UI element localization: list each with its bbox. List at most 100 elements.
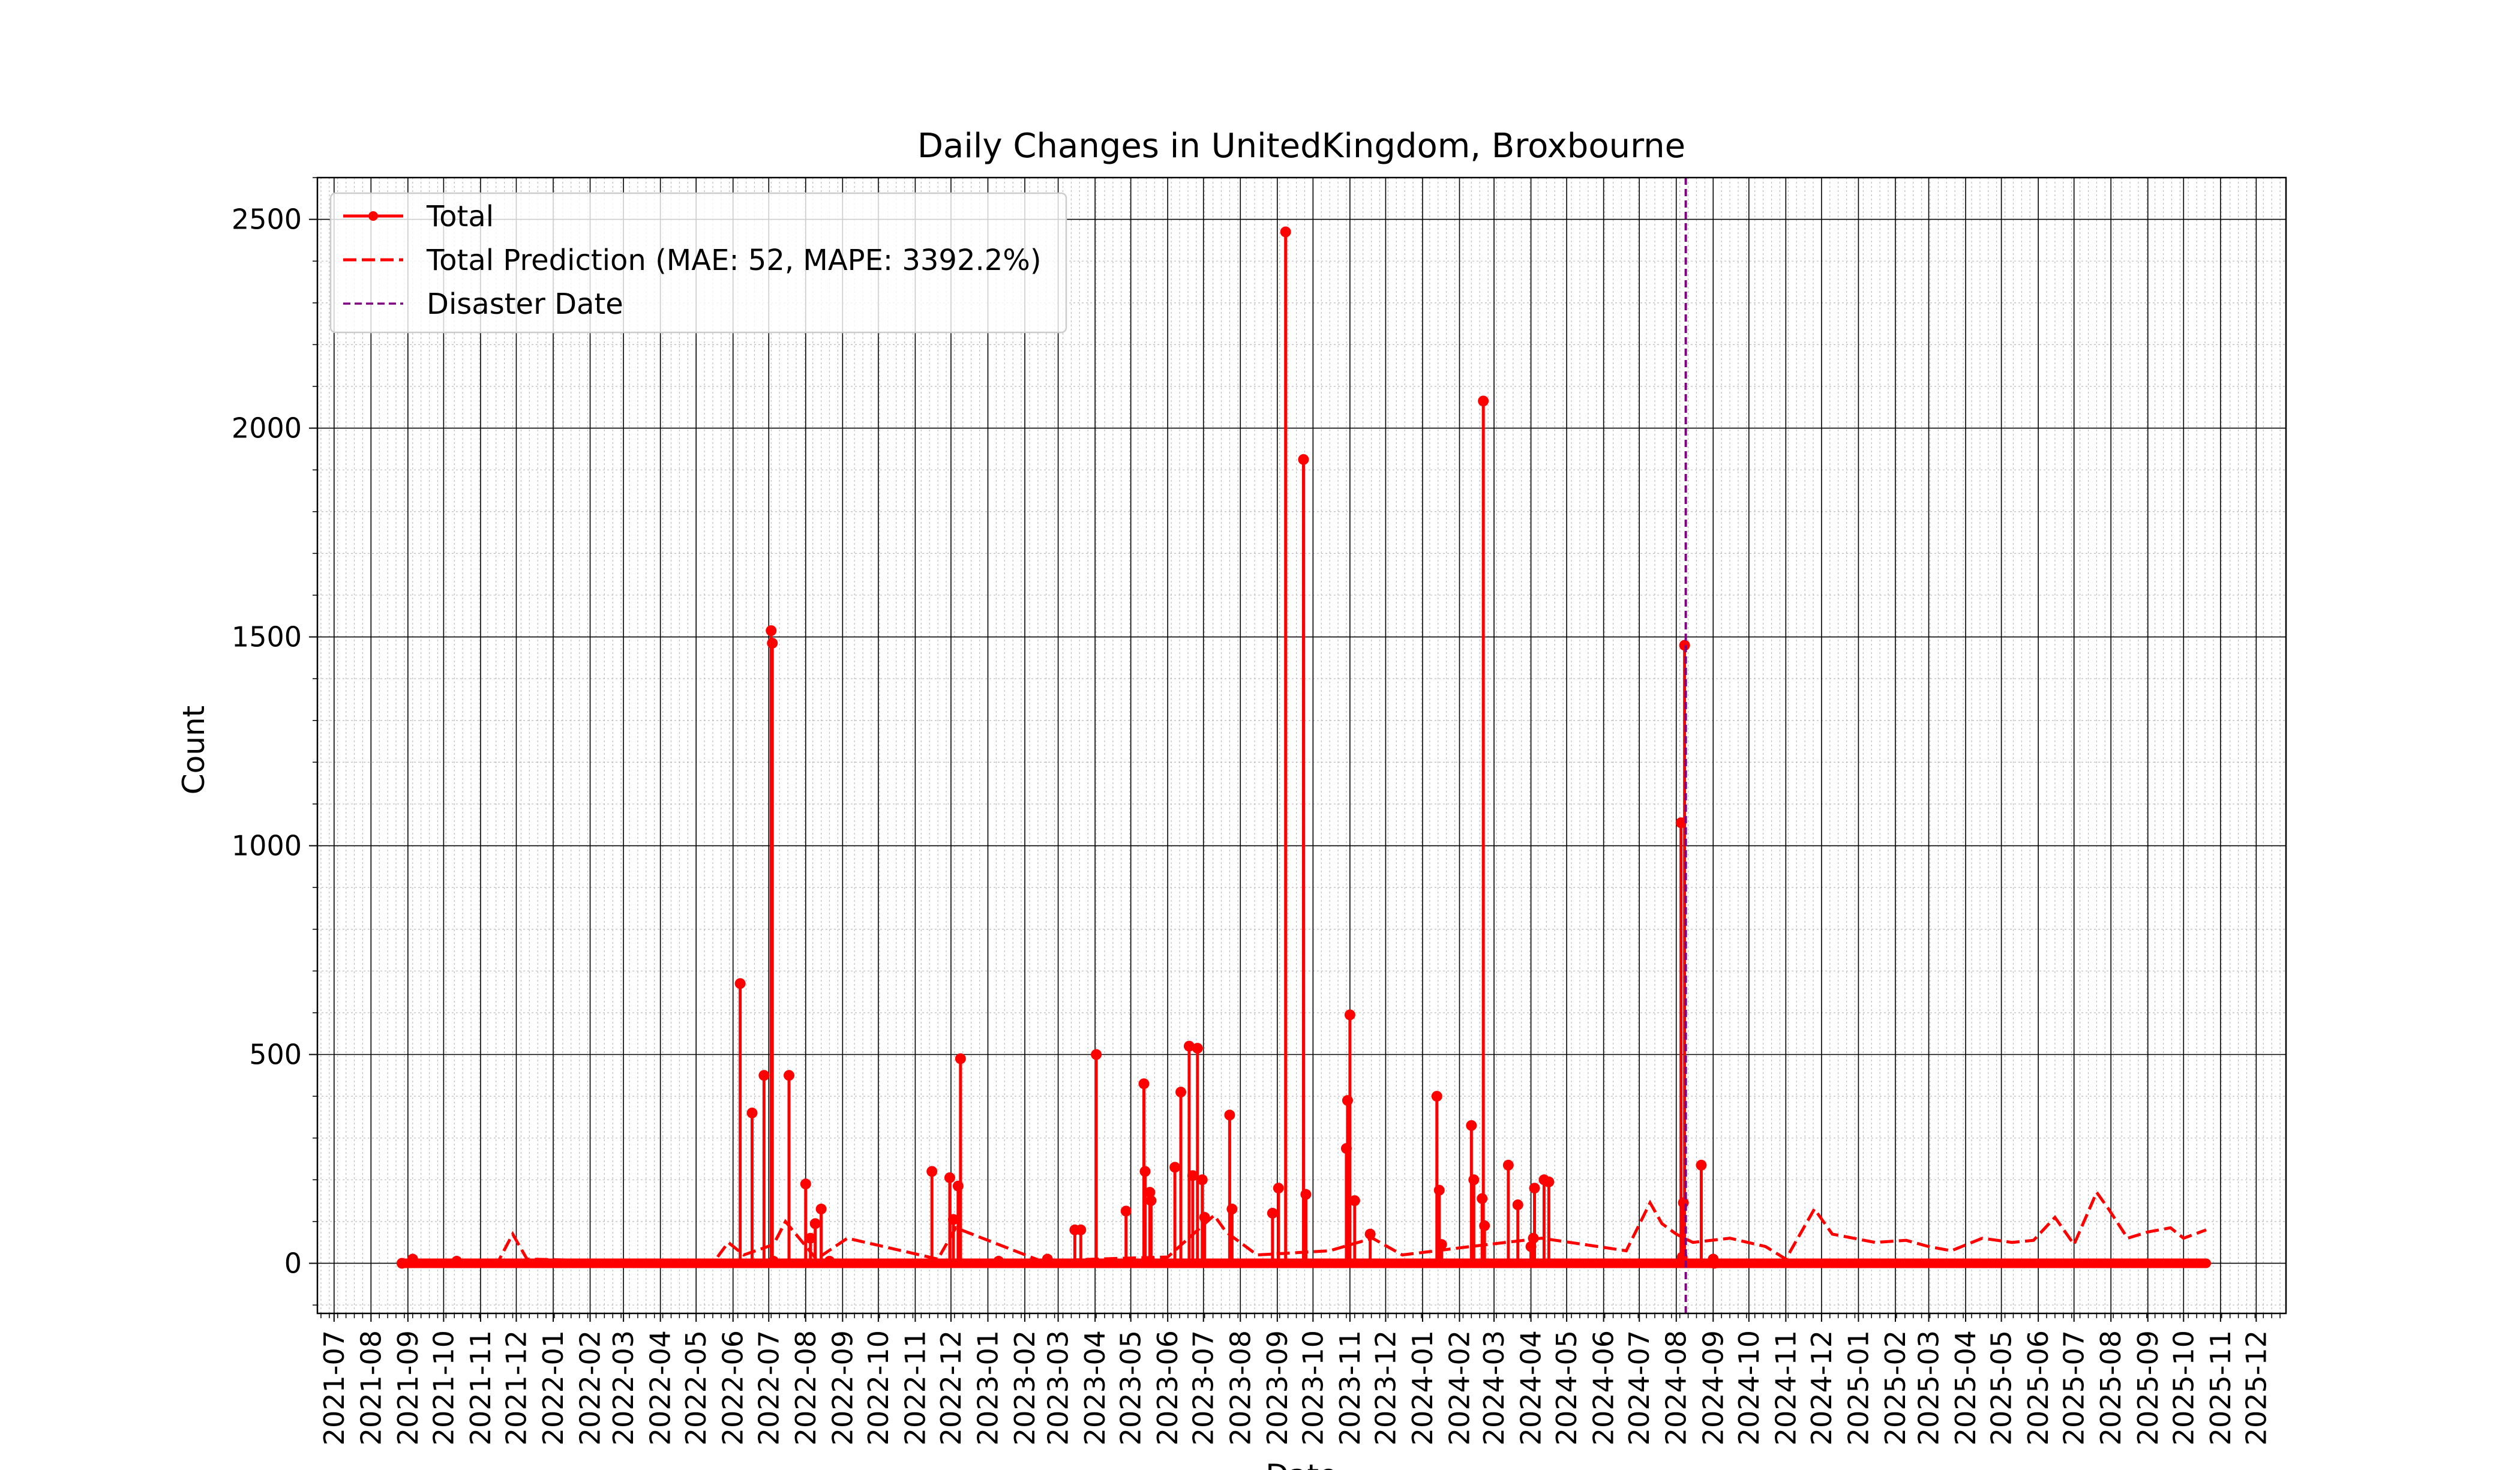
x-tick-label: 2023-01: [971, 1330, 1004, 1445]
total-point: [1138, 1078, 1150, 1090]
x-tick-label: 2021-12: [500, 1330, 532, 1445]
x-tick-label: 2024-06: [1588, 1330, 1620, 1445]
total-point: [1224, 1109, 1235, 1121]
x-tick-label: 2022-04: [644, 1330, 677, 1445]
total-point: [1175, 1087, 1187, 1098]
x-tick-label: 2024-11: [1769, 1330, 1802, 1445]
legend-label-total: Total: [426, 200, 494, 233]
legend-label-disaster-date: Disaster Date: [427, 287, 623, 321]
total-point: [1543, 1176, 1555, 1187]
legend-marker-total: [368, 211, 378, 221]
total-point: [1273, 1183, 1284, 1194]
x-tick-label: 2025-07: [2058, 1330, 2090, 1445]
legend-item-prediction: Total Prediction (MAE: 52, MAPE: 3392.2%…: [343, 244, 1042, 277]
x-tick-label: 2024-05: [1550, 1330, 1583, 1445]
total-point: [947, 1214, 959, 1225]
total-point: [824, 1256, 835, 1267]
x-tick-label: 2021-09: [392, 1330, 424, 1445]
total-point: [1300, 1189, 1312, 1200]
total-point: [451, 1256, 463, 1267]
total-point: [1144, 1187, 1156, 1198]
total-point: [784, 1070, 795, 1081]
total-point: [768, 1256, 779, 1267]
x-tick-label: 2025-01: [1842, 1330, 1874, 1445]
series-layer: [396, 178, 2212, 1313]
legend: Total Total Prediction (MAE: 52, MAPE: 3…: [329, 192, 1067, 334]
total-point: [1183, 1040, 1195, 1052]
total-point: [1267, 1207, 1278, 1219]
total-point: [1433, 1184, 1445, 1196]
chart-title: Daily Changes in UnitedKingdom, Broxbour…: [917, 127, 1685, 166]
x-tick-label: 2025-11: [2204, 1330, 2237, 1445]
x-tick-label: 2021-11: [464, 1330, 497, 1445]
total-point: [993, 1256, 1004, 1267]
x-tick-label: 2022-11: [899, 1330, 931, 1445]
total-point: [955, 1053, 966, 1064]
x-tick-label: 2023-05: [1115, 1330, 1147, 1445]
y-tick-label: 2000: [232, 412, 302, 445]
total-point: [766, 625, 777, 637]
x-tick-label: 2024-12: [1805, 1330, 1838, 1445]
total-point: [758, 1070, 770, 1081]
plot-area-frame: [316, 176, 2287, 1315]
total-point: [1120, 1205, 1132, 1217]
x-tick-label: 2024-08: [1660, 1330, 1693, 1445]
x-tick-label: 2023-08: [1224, 1330, 1256, 1445]
total-point: [1478, 395, 1489, 407]
x-tick-label: 2025-12: [2240, 1330, 2272, 1445]
total-point: [1298, 454, 1309, 465]
total-point: [944, 1172, 955, 1183]
x-tick-label: 2024-09: [1697, 1330, 1729, 1445]
x-tick-label: 2022-07: [752, 1330, 785, 1445]
x-tick-label: 2022-05: [680, 1330, 712, 1445]
x-tick-label: 2024-10: [1733, 1330, 1765, 1445]
legend-label-prediction: Total Prediction (MAE: 52, MAPE: 3392.2%…: [426, 244, 1042, 277]
total-point: [1502, 1159, 1514, 1171]
total-point: [1145, 1195, 1157, 1207]
total-point: [1199, 1211, 1210, 1223]
total-point: [1512, 1199, 1523, 1211]
x-tick-label: 2022-02: [574, 1330, 607, 1445]
total-point: [1709, 1258, 1720, 1269]
total-point: [1468, 1174, 1480, 1186]
x-tick-label: 2023-06: [1151, 1330, 1184, 1445]
x-tick-label: 2023-11: [1334, 1330, 1366, 1445]
total-point: [396, 1258, 407, 1269]
x-tick-label: 2024-04: [1515, 1330, 1547, 1445]
total-point: [1431, 1091, 1442, 1102]
x-tick-label: 2022-01: [537, 1330, 569, 1445]
x-tick-label: 2022-08: [790, 1330, 822, 1445]
x-tick-label: 2025-09: [2132, 1330, 2164, 1445]
total-point: [1139, 1166, 1151, 1177]
x-tick-label: 2021-07: [318, 1330, 350, 1445]
x-tick-label: 2025-03: [1913, 1330, 1945, 1445]
y-tick-label: 500: [249, 1039, 302, 1071]
y-axis: 0 500 1000 1500 2000 2500: [232, 177, 317, 1306]
x-tick-label: 2022-12: [935, 1330, 967, 1445]
total-point: [805, 1232, 816, 1244]
total-point: [734, 978, 746, 989]
total-point: [1042, 1253, 1053, 1265]
legend-box: [329, 192, 1067, 334]
x-tick-label: 2021-10: [427, 1330, 460, 1445]
legend-item-total: Total: [343, 200, 494, 233]
y-axis-label: Count: [176, 706, 211, 795]
total-point: [926, 1166, 938, 1177]
x-tick-label: 2023-09: [1261, 1330, 1294, 1445]
total-point: [1466, 1120, 1477, 1131]
x-tick-label: 2025-04: [1949, 1330, 1982, 1445]
x-tick-label: 2022-06: [717, 1330, 749, 1445]
y-tick-label: 0: [284, 1247, 302, 1279]
total-point: [800, 1178, 811, 1190]
x-axis-label: Date: [1265, 1458, 1337, 1470]
x-axis: 2021-07 2021-08 2021-09 2021-10 2021-11 2021-…: [318, 1313, 2281, 1445]
x-tick-label: 2023-04: [1079, 1330, 1111, 1445]
total-point: [1529, 1183, 1540, 1194]
x-tick-label: 2022-09: [826, 1330, 859, 1445]
total-point: [1479, 1220, 1490, 1231]
total-point: [1364, 1228, 1376, 1240]
total-point: [1344, 1009, 1355, 1021]
x-tick-label: 2023-10: [1297, 1330, 1329, 1445]
total-point: [1075, 1224, 1087, 1235]
